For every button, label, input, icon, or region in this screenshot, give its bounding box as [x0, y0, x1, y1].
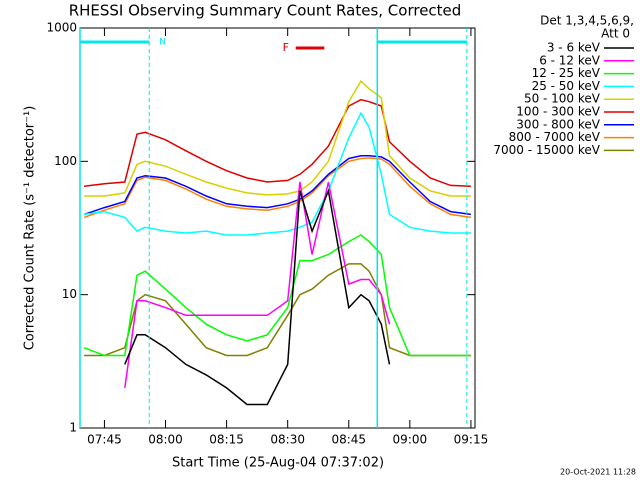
legend-title: Det 1,3,4,5,6,9, — [540, 14, 634, 28]
night-label: N — [159, 38, 166, 48]
footer: 20-Oct-2021 11:28 — [560, 468, 636, 477]
series-line — [124, 181, 391, 389]
legend-label: 100 - 300 keV — [516, 105, 600, 119]
x-tick-label: 07:45 — [87, 433, 122, 447]
x-tick-label: 08:45 — [331, 433, 366, 447]
legend-label: 6 - 12 keV — [539, 53, 601, 67]
y-tick-label: 1 — [69, 421, 77, 435]
series-line — [83, 111, 471, 236]
legend-label: 12 - 25 keV — [532, 66, 601, 80]
x-tick-label: 08:30 — [270, 433, 305, 447]
series-line — [84, 79, 471, 197]
series-line — [84, 263, 471, 357]
y-tick-label: 100 — [54, 154, 77, 168]
x-tick-label: 09:15 — [454, 433, 489, 447]
series-line — [83, 157, 472, 219]
legend-label: 50 - 100 keV — [524, 92, 601, 106]
chart-title: RHESSI Observing Summary Count Rates, Co… — [69, 2, 462, 20]
x-tick-label: 09:00 — [393, 433, 428, 447]
x-tick-label: 08:00 — [148, 433, 183, 447]
y-tick-label: 1000 — [46, 21, 77, 35]
flare-label: F — [283, 41, 289, 54]
legend-label: 3 - 6 keV — [547, 41, 601, 55]
legend-label: 7000 - 15000 keV — [493, 143, 600, 157]
x-tick-label: 08:15 — [209, 433, 244, 447]
legend-label: 25 - 50 keV — [532, 79, 601, 93]
legend-label: 800 - 7000 keV — [509, 130, 601, 144]
legend-label: 300 - 800 keV — [516, 117, 600, 131]
x-axis-label: Start Time (25-Aug-04 07:37:02) — [172, 456, 384, 471]
series-line — [124, 188, 391, 406]
y-axis-label: Corrected Count Rate (s⁻¹ detector⁻¹) — [23, 106, 38, 351]
series-line — [83, 155, 472, 216]
y-tick-label: 10 — [62, 287, 77, 301]
plot-lines — [83, 79, 472, 406]
legend-title: Att 0 — [601, 27, 630, 41]
series-line — [83, 234, 471, 357]
series-line — [84, 98, 471, 188]
